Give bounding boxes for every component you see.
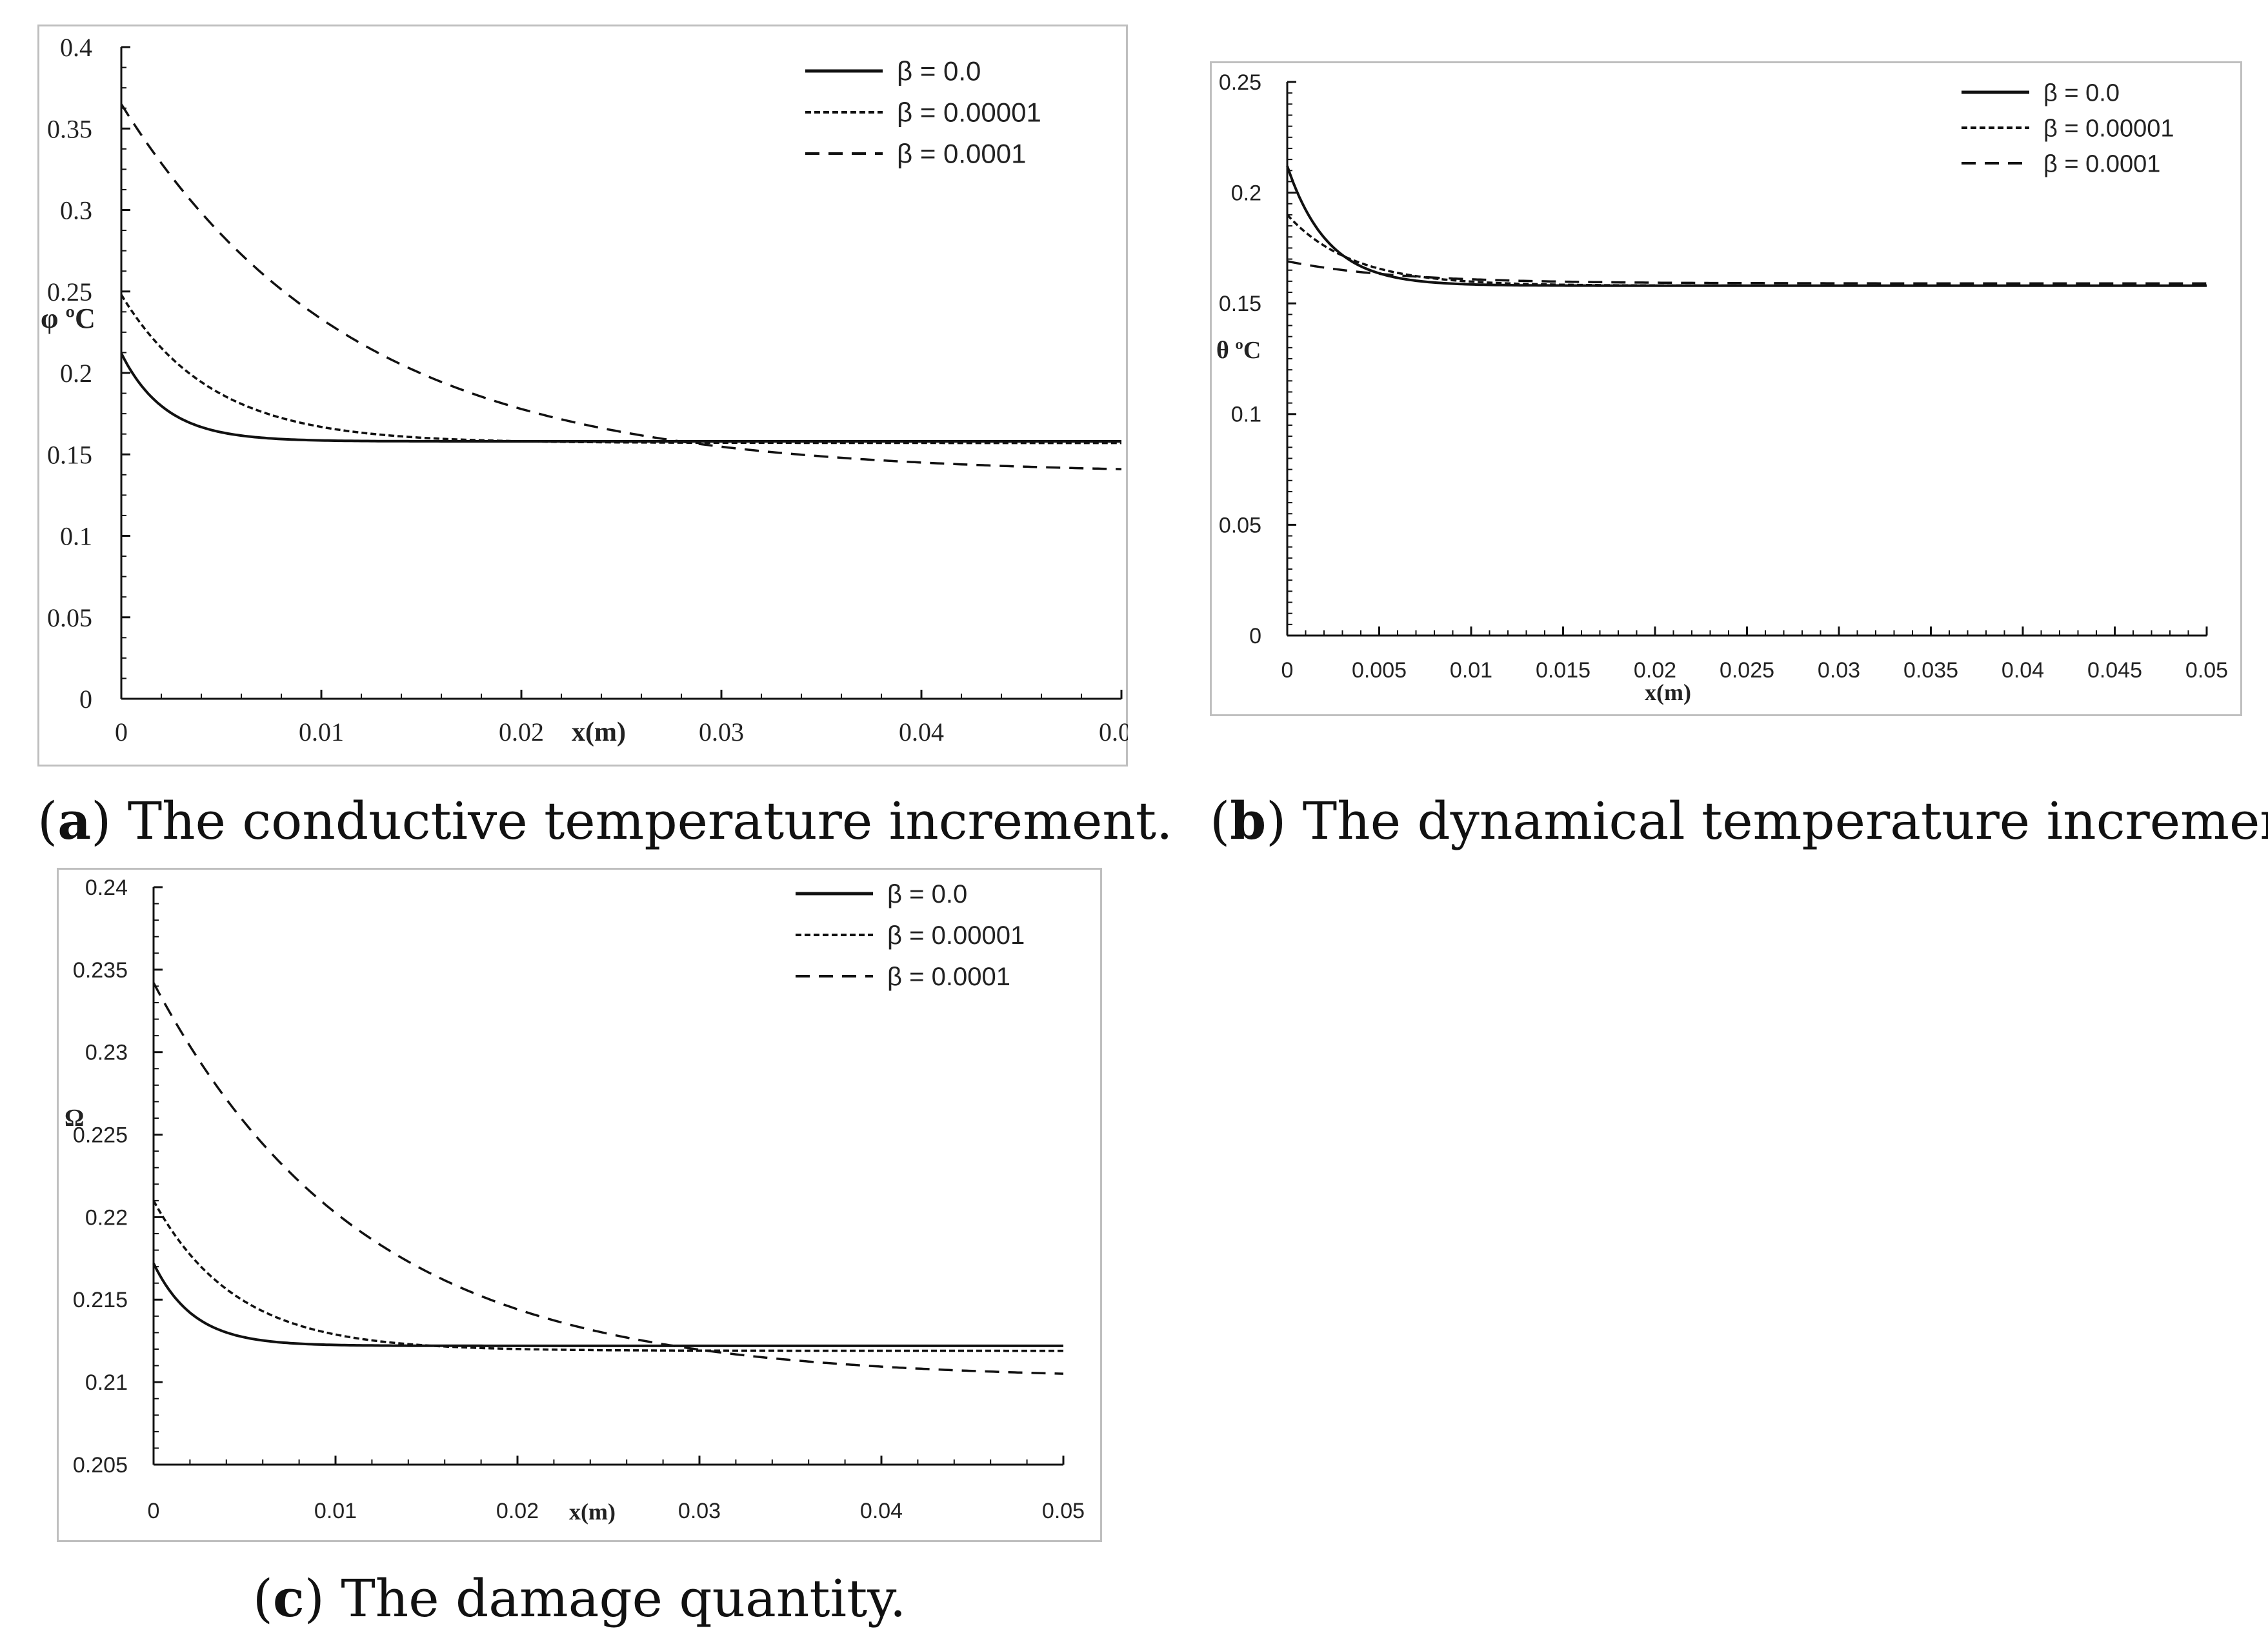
series-line-1 bbox=[120, 352, 1121, 443]
y-axis-label: Ω bbox=[65, 1105, 84, 1132]
y-tick-label: 0.235 bbox=[73, 958, 128, 983]
y-tick-label: 0.15 bbox=[47, 440, 92, 469]
y-axis-label: φ ºC bbox=[41, 303, 95, 334]
x-axis-label: x(m) bbox=[569, 1499, 616, 1525]
x-tick-label: 0.015 bbox=[1536, 658, 1591, 683]
x-tick-label: 0.025 bbox=[1720, 658, 1774, 683]
y-tick-label: 0.05 bbox=[47, 603, 92, 632]
y-tick-label: 0.215 bbox=[73, 1288, 128, 1312]
x-tick-label: 0.03 bbox=[699, 717, 744, 747]
series-line-1 bbox=[1286, 165, 2207, 287]
legend-label: β = 0.00001 bbox=[897, 97, 1041, 128]
legend-label: β = 0.0001 bbox=[897, 139, 1026, 169]
legend-label: β = 0.0 bbox=[887, 880, 967, 908]
legend-label: β = 0.0 bbox=[2043, 79, 2120, 106]
x-tick-label: 0.005 bbox=[1352, 658, 1407, 683]
y-tick-label: 0 bbox=[79, 685, 92, 714]
legend-label: β = 0.0 bbox=[897, 56, 981, 86]
x-tick-label: 0 bbox=[1281, 658, 1294, 683]
chart-panel-b: 0 0.005 0.01 0.015 0.02 0.025 0.03 0.035 0.04 0.0… bbox=[1210, 61, 2242, 716]
series-line-3 bbox=[1287, 260, 2207, 285]
y-tick-label: 0.1 bbox=[60, 522, 92, 551]
y-tick-label: 0.2 bbox=[1231, 181, 1261, 206]
x-tick-label: 0.02 bbox=[499, 717, 544, 747]
legend-label: β = 0.0001 bbox=[887, 963, 1010, 991]
y-tick-label: 0.21 bbox=[85, 1370, 128, 1395]
y-tick-label: 0.1 bbox=[1231, 403, 1261, 427]
x-tick-label: 0.045 bbox=[2087, 658, 2142, 683]
x-tick-label: 0.04 bbox=[899, 717, 944, 747]
y-tick-label: 0.24 bbox=[85, 876, 128, 900]
x-axis-label: x(m) bbox=[1645, 679, 1691, 705]
chart-c: 0 0.01 0.02 0.03 0.04 0.05 0.205 0.21 0.215 0.22 0… bbox=[57, 868, 1102, 1542]
y-tick-label: 0.23 bbox=[85, 1041, 128, 1065]
x-tick-label: 0.04 bbox=[860, 1499, 903, 1523]
caption-b: (b) The dynamical temperature increment. bbox=[1210, 790, 2268, 851]
y-tick-label: 0.15 bbox=[1219, 292, 1261, 316]
caption-a: (a) The conductive temperature increment… bbox=[37, 790, 1173, 851]
y-tick-label: 0.225 bbox=[73, 1123, 128, 1147]
x-tick-label: 0.035 bbox=[1903, 658, 1958, 683]
chart-panel-c: 0 0.01 0.02 0.03 0.04 0.05 0.205 0.21 0.215 0.22 0… bbox=[57, 868, 1102, 1542]
chart-a: 0 0.01 0.02 0.03 0.04 0.05 0 0.05 0.1 0.15 0.2 0.25… bbox=[37, 25, 1128, 767]
chart-frame bbox=[1210, 61, 2242, 716]
x-tick-label: 0.05 bbox=[1042, 1499, 1085, 1523]
x-tick-label: 0.05 bbox=[1099, 717, 1128, 747]
legend-label: β = 0.0001 bbox=[2043, 150, 2160, 177]
y-tick-label: 0.4 bbox=[60, 33, 92, 62]
x-tick-label: 0.02 bbox=[496, 1499, 539, 1523]
y-tick-label: 0 bbox=[1249, 624, 1261, 648]
chart-panel-a: 0 0.01 0.02 0.03 0.04 0.05 0 0.05 0.1 0.15 0.2 0.25… bbox=[37, 25, 1128, 767]
y-tick-label: 0.3 bbox=[60, 196, 92, 225]
caption-c: (c) The damage quantity. bbox=[252, 1568, 907, 1629]
x-tick-label: 0.03 bbox=[678, 1499, 721, 1523]
x-tick-label: 0.05 bbox=[2185, 658, 2228, 683]
x-tick-label: 0.01 bbox=[299, 717, 344, 747]
y-tick-label: 0.25 bbox=[47, 277, 92, 306]
chart-frame bbox=[57, 868, 1102, 1542]
y-tick-label: 0.205 bbox=[73, 1453, 128, 1478]
y-tick-label: 0.2 bbox=[60, 359, 92, 388]
y-tick-label: 0.35 bbox=[47, 114, 92, 143]
x-tick-label: 0 bbox=[115, 717, 128, 747]
y-tick-label: 0.25 bbox=[1219, 70, 1261, 95]
series-line-2 bbox=[152, 1200, 1063, 1352]
chart-b: 0 0.005 0.01 0.015 0.02 0.025 0.03 0.035 0.04 0.0… bbox=[1210, 61, 2242, 716]
x-tick-label: 0 bbox=[148, 1499, 160, 1523]
series-line-3 bbox=[152, 982, 1064, 1375]
series-line-3 bbox=[120, 103, 1122, 470]
legend-label: β = 0.00001 bbox=[2043, 115, 2174, 142]
x-tick-label: 0.01 bbox=[314, 1499, 357, 1523]
y-tick-label: 0.22 bbox=[85, 1205, 128, 1230]
x-tick-label: 0.01 bbox=[1450, 658, 1492, 683]
x-axis-label: x(m) bbox=[572, 717, 626, 747]
chart-frame bbox=[37, 25, 1128, 767]
legend-label: β = 0.00001 bbox=[887, 921, 1025, 950]
x-tick-label: 0.03 bbox=[1818, 658, 1860, 683]
y-tick-label: 0.05 bbox=[1219, 513, 1261, 537]
x-tick-label: 0.02 bbox=[1634, 658, 1676, 683]
series-line-1 bbox=[152, 1263, 1063, 1347]
y-axis-label: θ ºC bbox=[1216, 337, 1261, 364]
x-tick-label: 0.04 bbox=[2002, 658, 2044, 683]
